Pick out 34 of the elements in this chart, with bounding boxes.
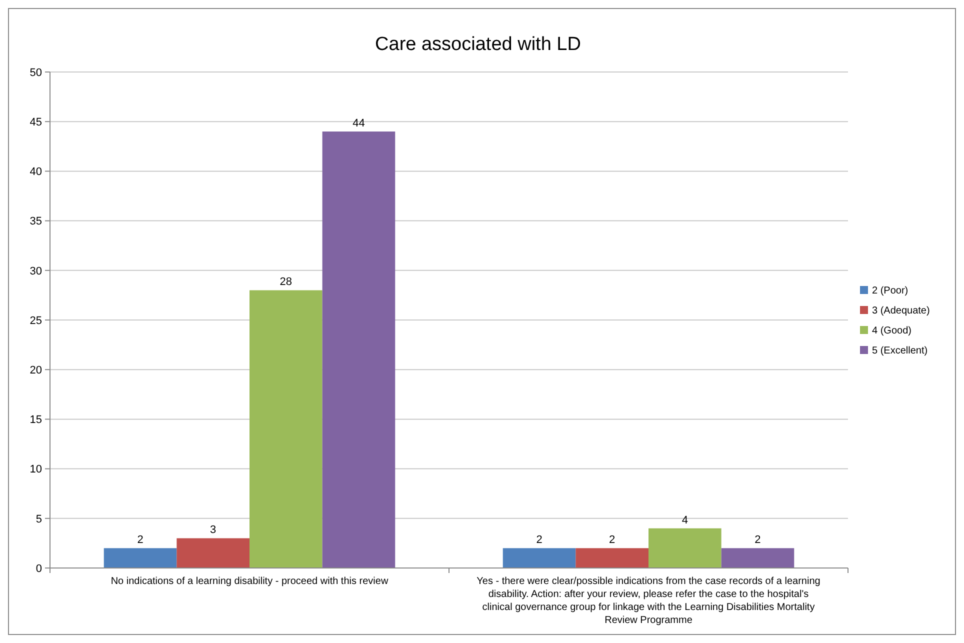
y-tick-label: 5 <box>36 513 42 526</box>
x-tick-label: No indications of a learning disability - proceed with this review <box>110 576 389 587</box>
data-label: 4 <box>682 514 688 526</box>
bar <box>250 290 322 568</box>
y-tick-label: 35 <box>30 216 42 228</box>
y-tick-label: 20 <box>30 364 42 376</box>
y-tick-label: 0 <box>36 562 42 575</box>
legend-label: 3 (Adequate) <box>872 306 930 316</box>
bar <box>721 548 794 568</box>
y-tick-label: 10 <box>30 464 42 476</box>
data-label: 28 <box>280 276 292 288</box>
legend-label: 2 (Poor) <box>872 286 908 296</box>
legend-label: 4 (Good) <box>872 326 912 336</box>
data-label: 44 <box>352 118 365 130</box>
bar <box>576 548 648 568</box>
y-tick-label: 45 <box>30 116 42 128</box>
data-label: 3 <box>210 524 216 536</box>
data-label: 2 <box>536 534 542 546</box>
chart-title: Care associated with LD <box>375 34 581 55</box>
data-label: 2 <box>754 534 761 546</box>
y-tick-label: 50 <box>30 66 42 79</box>
y-tick-label: 15 <box>30 414 42 426</box>
data-label: 2 <box>137 534 144 546</box>
y-tick-label: 25 <box>30 314 42 327</box>
y-tick-label: 30 <box>30 265 42 278</box>
bar <box>176 538 250 568</box>
legend-label: 5 (Excellent) <box>872 346 928 356</box>
bar <box>104 548 177 568</box>
bar <box>322 132 396 568</box>
bar <box>502 548 576 568</box>
data-label: 2 <box>609 534 616 546</box>
bar <box>648 528 722 568</box>
x-tick-label: Yes - there were clear/possible indications from the case records of a learning disability. Action: after your review, please refer the case to the hospital's clinical governance group for linkage with the Learning Disabilities Mortality Review Programme <box>476 576 820 626</box>
y-tick-label: 40 <box>30 166 42 178</box>
